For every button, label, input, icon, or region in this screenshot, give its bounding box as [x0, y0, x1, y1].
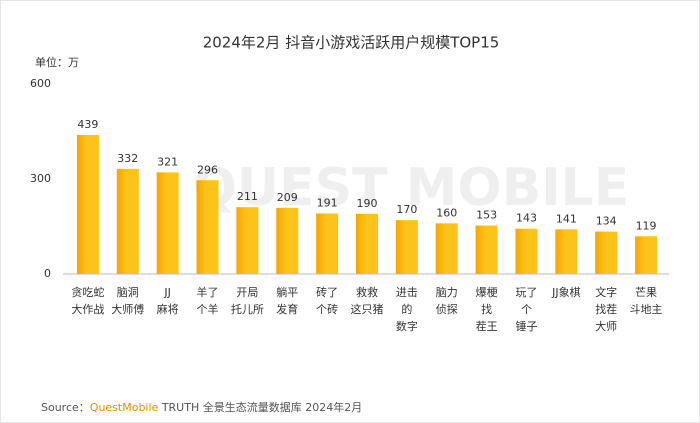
value-label: 143: [516, 212, 537, 225]
y-tick-label: 300: [30, 172, 51, 185]
bar: [116, 168, 139, 274]
bar: [595, 231, 618, 274]
x-tick-label: 开局 托儿所: [230, 286, 264, 316]
source-label: Source：: [41, 401, 90, 414]
bar: [555, 229, 578, 274]
source-text: TRUTH 全景生态流量数据库 2024年2月: [161, 401, 363, 414]
bar: [356, 213, 378, 274]
bar: [435, 223, 458, 274]
x-tick-label: 羊了 个羊: [196, 286, 219, 316]
value-label: 134: [596, 215, 617, 228]
bar: [276, 207, 299, 274]
bar: [515, 228, 538, 274]
x-tick-label: 芒果 斗地主: [629, 286, 663, 316]
bar: [395, 220, 418, 274]
bar: [76, 134, 99, 274]
source-brand: QuestMobile: [89, 401, 159, 414]
x-tick-label: 脑洞 大师傅: [111, 286, 145, 316]
bar: [156, 172, 179, 274]
value-label: 211: [237, 190, 258, 203]
value-label: 191: [317, 197, 338, 210]
value-label: 439: [77, 118, 98, 131]
y-tick-label: 0: [44, 267, 51, 280]
source: Source：QuestMobile TRUTH 全景生态流量数据库 2024年…: [41, 399, 362, 415]
x-tick-label: JJ象棋: [552, 286, 581, 299]
x-tick-label: 躺平 发育: [276, 286, 299, 316]
chart-title: 2024年2月 抖音小游戏活跃用户规模TOP15: [203, 34, 500, 52]
unit-label: 单位：万: [35, 55, 79, 69]
value-label: 153: [476, 209, 497, 222]
bar: [196, 180, 219, 274]
value-label: 141: [556, 212, 577, 225]
x-tick-label: JJ 麻将: [156, 286, 179, 316]
x-tick-label: 贪吃蛇 大作战: [71, 286, 105, 316]
x-tick-label: 救救 这只猪: [350, 286, 384, 316]
value-label: 170: [396, 203, 417, 216]
y-tick-label: 600: [30, 77, 51, 90]
value-label: 190: [357, 197, 378, 210]
value-label: 119: [636, 219, 657, 232]
x-tick-label: 文字 找茬 大师: [595, 286, 618, 333]
value-label: 321: [157, 155, 178, 168]
value-label: 160: [436, 206, 457, 219]
bar: [316, 213, 339, 274]
value-label: 332: [117, 152, 138, 165]
x-tick-label: 砖了 个砖: [316, 286, 339, 316]
x-tick-label: 爆梗 找 茬王: [475, 286, 498, 333]
value-label: 209: [277, 191, 298, 204]
x-tick-label: 玩了 个 锤子: [515, 286, 538, 333]
x-tick-label: 进击 的 数字: [395, 286, 418, 333]
bar: [635, 236, 658, 274]
bar: [475, 225, 498, 274]
x-tick-label: 脑力 侦探: [435, 286, 458, 316]
value-label: 296: [197, 163, 218, 176]
bar: [236, 207, 259, 274]
watermark: QUEST MOBILE: [193, 158, 630, 218]
